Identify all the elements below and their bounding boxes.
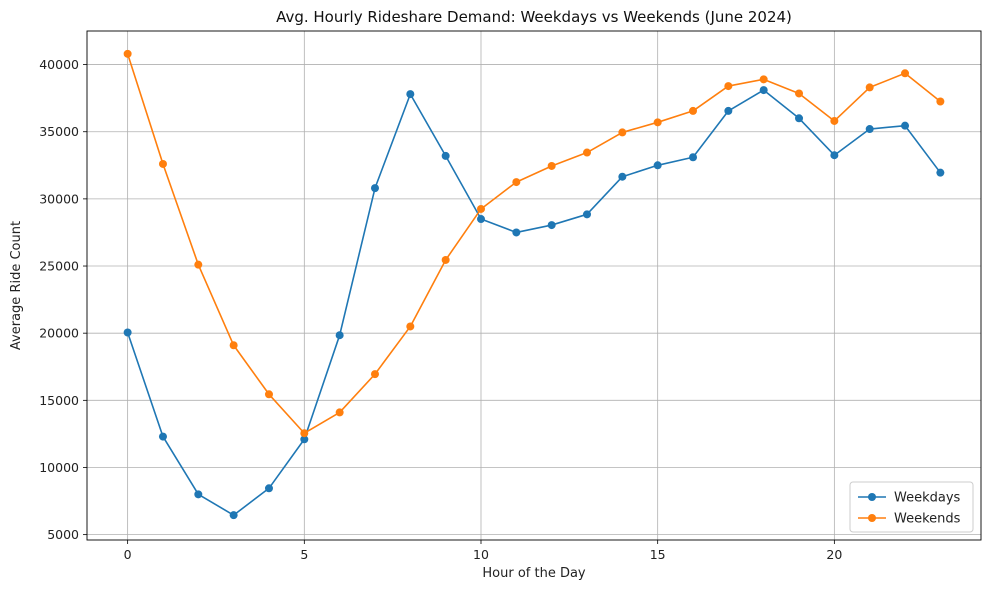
data-point-weekdays — [158, 432, 167, 441]
data-point-weekends — [370, 370, 379, 379]
data-point-weekends — [476, 204, 485, 213]
data-point-weekdays — [300, 435, 309, 444]
y-axis-label: Average Ride Count — [9, 221, 24, 350]
legend-item-weekends: Weekends — [858, 512, 961, 527]
data-point-weekdays — [689, 153, 698, 162]
data-point-weekdays — [653, 161, 662, 170]
plot-frame — [86, 30, 982, 541]
series-weekdays — [123, 86, 945, 520]
legend-swatch-marker — [868, 514, 876, 522]
data-point-weekdays — [901, 121, 910, 130]
y-tick-label: 25000 — [39, 259, 79, 274]
legend-box — [849, 481, 974, 533]
data-point-weekends — [512, 178, 521, 187]
data-point-weekdays — [583, 210, 592, 219]
axis-ticks: 0 5 10 15 20 5000 10000 15000 20000 25000 30000 350… — [39, 57, 842, 562]
data-point-weekdays — [476, 215, 485, 224]
data-point-weekdays — [229, 511, 238, 520]
data-point-weekends — [936, 97, 945, 106]
data-point-weekends — [724, 82, 733, 91]
data-point-weekends — [689, 106, 698, 115]
chart-title: Avg. Hourly Rideshare Demand: Weekdays v… — [276, 8, 792, 26]
y-tick-label: 40000 — [39, 57, 79, 72]
data-point-weekdays — [406, 90, 415, 99]
data-point-weekdays — [123, 328, 132, 337]
data-point-weekdays — [795, 114, 804, 123]
data-point-weekends — [901, 69, 910, 78]
legend-item-weekdays: Weekdays — [858, 491, 961, 506]
x-axis-label: Hour of the Day — [482, 566, 586, 581]
y-tick-label: 5000 — [47, 527, 79, 542]
data-point-weekdays — [370, 184, 379, 193]
series-weekends — [123, 49, 945, 438]
y-tick-label: 10000 — [39, 460, 79, 475]
series-group — [123, 49, 945, 520]
data-point-weekends — [158, 159, 167, 168]
legend-swatch-marker — [868, 493, 876, 501]
data-point-weekends — [547, 161, 556, 170]
data-point-weekdays — [547, 221, 556, 230]
y-tick-label: 15000 — [39, 393, 79, 408]
legend: Weekdays Weekends — [849, 481, 974, 533]
data-point-weekdays — [618, 172, 627, 181]
legend-label: Weekdays — [894, 491, 961, 506]
data-point-weekdays — [264, 484, 273, 493]
data-point-weekends — [830, 116, 839, 125]
legend-items: Weekdays Weekends — [858, 491, 961, 527]
data-point-weekends — [759, 75, 768, 84]
legend-label: Weekends — [894, 512, 961, 527]
series-line-weekends — [126, 53, 941, 435]
data-point-weekdays — [865, 125, 874, 134]
data-point-weekdays — [335, 331, 344, 340]
x-tick-label: 15 — [650, 547, 666, 562]
data-point-weekdays — [441, 151, 450, 160]
data-point-weekdays — [724, 106, 733, 115]
x-tick-label: 0 — [124, 547, 132, 562]
grid — [87, 31, 981, 540]
data-point-weekends — [123, 49, 132, 58]
data-point-weekends — [264, 390, 273, 399]
data-point-weekends — [335, 408, 344, 417]
data-point-weekdays — [830, 151, 839, 160]
data-point-weekdays — [936, 168, 945, 177]
y-tick-label: 35000 — [39, 124, 79, 139]
data-point-weekends — [583, 148, 592, 157]
data-point-weekends — [795, 89, 804, 98]
data-point-weekends — [618, 128, 627, 137]
data-point-weekends — [300, 429, 309, 438]
data-point-weekends — [229, 341, 238, 350]
series-line-weekdays — [126, 89, 941, 516]
data-point-weekdays — [512, 228, 521, 237]
x-tick-label: 20 — [826, 547, 842, 562]
x-tick-label: 5 — [300, 547, 308, 562]
x-tick-label: 10 — [473, 547, 489, 562]
data-point-weekends — [194, 260, 203, 269]
y-tick-label: 20000 — [39, 326, 79, 341]
data-point-weekdays — [194, 490, 203, 499]
data-point-weekends — [441, 255, 450, 264]
data-point-weekends — [653, 118, 662, 127]
data-point-weekends — [865, 83, 874, 92]
data-point-weekdays — [759, 86, 768, 95]
y-tick-label: 30000 — [39, 191, 79, 206]
data-point-weekends — [406, 322, 415, 331]
